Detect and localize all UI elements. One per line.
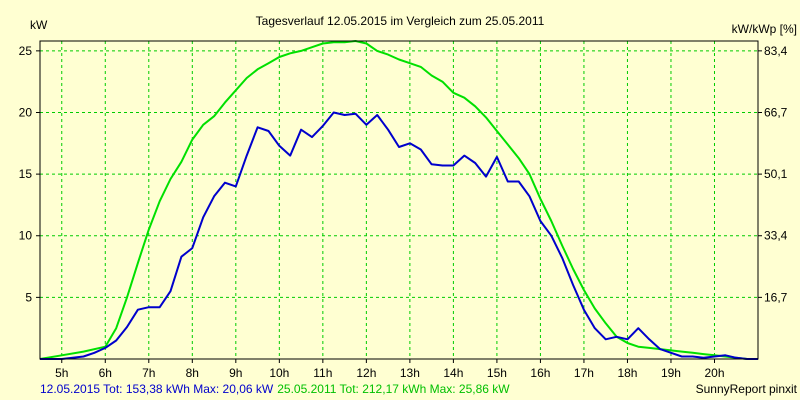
x-tick-label: 20h bbox=[704, 366, 724, 380]
series-line-2015 bbox=[40, 111, 758, 360]
x-tick-label: 6h bbox=[99, 366, 112, 380]
y-tick-label-left: 20 bbox=[19, 105, 33, 119]
x-tick-label: 16h bbox=[530, 366, 550, 380]
x-tick-label: 11h bbox=[313, 366, 332, 380]
y-tick-label-left: 5 bbox=[25, 290, 32, 304]
x-tick-label: 5h bbox=[55, 366, 68, 380]
series-line-2011 bbox=[39, 40, 758, 360]
legend-entry-2015: 12.05.2015 Tot: 153,38 kWh Max: 20,06 kW bbox=[40, 382, 274, 396]
legend: 12.05.2015 Tot: 153,38 kWh Max: 20,06 kW… bbox=[40, 382, 510, 396]
x-tick-label: 18h bbox=[617, 366, 637, 380]
grid bbox=[40, 41, 758, 359]
y-tick-label-right: 33,4 bbox=[764, 229, 788, 243]
legend-entry-2011: 25.05.2011 Tot: 212,17 kWh Max: 25,86 kW bbox=[277, 382, 510, 396]
y-tick-label-right: 83,4 bbox=[764, 44, 788, 58]
y-axis-label-left: kW bbox=[30, 18, 48, 32]
y-axis-label-right: kW/kWp [%] bbox=[732, 22, 797, 36]
y-tick-label-right: 50,1 bbox=[764, 167, 788, 181]
x-tick-label: 8h bbox=[186, 366, 199, 380]
x-tick-label: 10h bbox=[269, 366, 289, 380]
series-layer bbox=[39, 40, 758, 360]
y-tick-label-left: 10 bbox=[19, 229, 33, 243]
x-tick-label: 15h bbox=[487, 366, 507, 380]
x-tick-label: 17h bbox=[574, 366, 594, 380]
y-tick-label-left: 25 bbox=[19, 44, 33, 58]
plot-frame bbox=[39, 40, 759, 360]
tick-labels: 5h 6h 7h 8h 9h 10h 11h 12h 13h 14h 15h 16h 17h 18h 19h… bbox=[19, 44, 788, 380]
y-tick-label-right: 16,7 bbox=[764, 290, 788, 304]
y-tick-label-left: 15 bbox=[19, 167, 33, 181]
x-tick-label: 14h bbox=[443, 366, 463, 380]
x-tick-label: 7h bbox=[142, 366, 155, 380]
footer-credit: SunnyReport pinxit bbox=[696, 382, 798, 396]
x-tick-label: 19h bbox=[661, 366, 681, 380]
y-tick-label-right: 66,7 bbox=[764, 105, 788, 119]
x-tick-label: 13h bbox=[400, 366, 420, 380]
x-tick-label: 9h bbox=[229, 366, 242, 380]
x-tick-label: 12h bbox=[356, 366, 376, 380]
chart-title: Tagesverlauf 12.05.2015 im Vergleich zum… bbox=[256, 14, 545, 28]
